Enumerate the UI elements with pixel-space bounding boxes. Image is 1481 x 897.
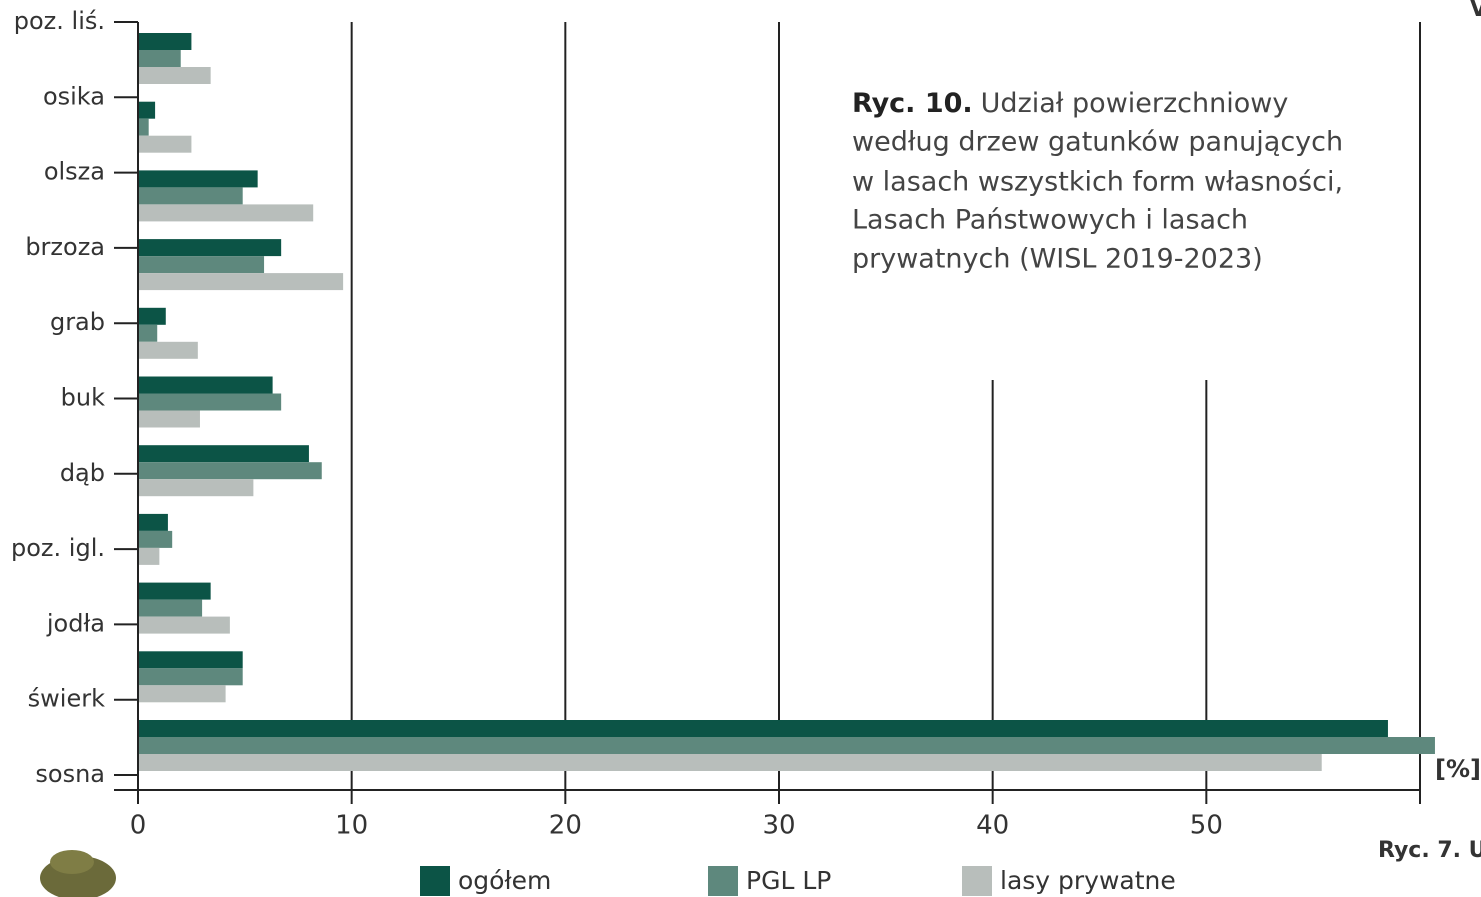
title-line: w lasach wszystkich form własności, [852,167,1343,198]
title-line: Udział powierzchniowy [981,88,1289,119]
bar [138,33,192,50]
bar [138,341,198,359]
bar [138,50,181,67]
bar [138,307,166,325]
bar [138,410,200,428]
bar [138,187,243,205]
bar [138,479,254,497]
x-tick-label: 50 [1190,811,1223,841]
chart-title: Ryc. 10. Udział powierzchniowy [852,88,1288,119]
x-tick-label: 40 [976,811,1009,841]
y-tick-label: sosna [35,760,105,788]
bar [138,616,230,634]
fragment-text: Ryc. 7. U [1378,838,1481,863]
x-tick-label: 10 [335,811,368,841]
bar [138,582,211,600]
legend-swatch [708,866,738,896]
bar [138,204,314,222]
y-tick-label: osika [43,82,105,110]
tree-icon [40,850,116,897]
bar [138,101,156,119]
bar [138,273,344,291]
legend-swatch [962,866,992,896]
bar [138,393,282,411]
corner-text: V [1470,0,1481,22]
bar [138,530,173,548]
y-tick-label: świerk [28,685,105,713]
bar [138,720,1388,737]
bar [138,651,243,669]
bar [138,376,273,394]
bar [138,135,192,153]
bar [138,170,258,188]
unit-label: [%] [1435,755,1481,783]
bar [138,513,168,531]
bar [138,256,265,274]
legend-swatch [420,866,450,896]
bar [138,67,211,84]
y-tick-label: olsza [44,158,105,186]
title-line: Lasach Państwowych i lasach [852,205,1248,236]
bar [138,754,1322,771]
bar [138,445,309,463]
y-tick-label: dąb [60,459,105,487]
bar [138,685,226,703]
y-tick-label: brzoza [25,233,105,261]
y-tick-label: jodła [46,609,105,637]
bar [138,668,243,686]
legend-label: ogółem [458,866,551,895]
x-tick-label: 20 [549,811,582,841]
bar [138,118,149,136]
x-tick-label: 0 [130,811,147,841]
title-line: według drzew gatunków panujących [852,127,1343,158]
y-tick-label: grab [50,308,105,336]
title-line: prywatnych (WISL 2019-2023) [852,244,1263,275]
y-tick-label: buk [61,384,105,412]
y-tick-label: poz. liś. [14,7,105,35]
bar [138,547,160,565]
x-tick-label: 30 [762,811,795,841]
title-label: Ryc. 10. [852,88,973,119]
bar [138,239,282,257]
legend-label: PGL LP [746,866,831,895]
legend-label: lasy prywatne [1000,866,1176,895]
bar [138,324,158,342]
bar [138,599,203,617]
y-tick-label: poz. igl. [11,534,105,562]
bar [138,737,1435,754]
bar [138,462,322,480]
